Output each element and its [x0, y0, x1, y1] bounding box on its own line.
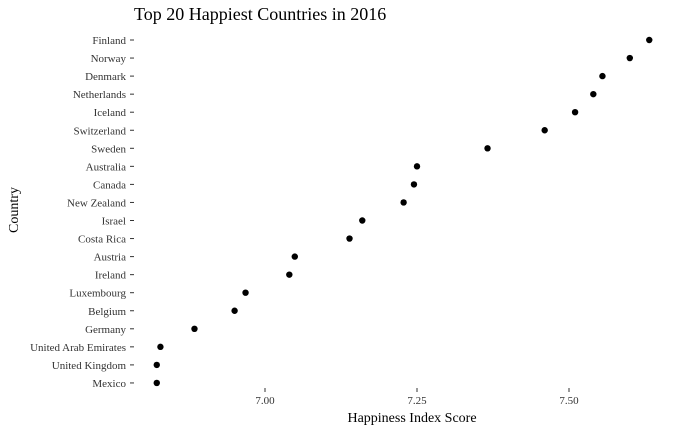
data-point-israel	[359, 217, 366, 224]
data-point-luxembourg	[242, 289, 249, 296]
y-tick-label-united-kingdom: United Kingdom	[52, 360, 127, 372]
y-tick-label-switzerland: Switzerland	[73, 125, 126, 137]
y-tick-label-belgium: Belgium	[88, 306, 126, 318]
data-point-united-kingdom	[153, 361, 160, 369]
data-point-netherlands	[590, 90, 597, 98]
data-point-canada	[410, 181, 418, 188]
data-point-sweden	[484, 145, 491, 152]
data-point-australia	[413, 163, 421, 170]
y-tick-label-israel: Israel	[102, 216, 126, 228]
plot-area	[153, 36, 653, 387]
y-tick-label-australia: Australia	[86, 161, 126, 173]
y-tick-label-mexico: Mexico	[92, 378, 126, 390]
x-tick-label-2: 7.50	[559, 395, 579, 407]
data-point-ireland	[286, 271, 293, 278]
data-point-belgium	[231, 307, 238, 314]
y-tick-label-sweden: Sweden	[91, 143, 126, 155]
x-tick-label-1: 7.25	[407, 395, 427, 407]
y-tick-label-finland: Finland	[92, 35, 126, 47]
y-tick-label-luxembourg: Luxembourg	[69, 288, 126, 300]
y-axis: Finland Norway Denmark Netherlands Iceland Sw…	[30, 35, 134, 390]
y-tick-label-ireland: Ireland	[95, 270, 127, 282]
y-tick-label-costa-rica: Costa Rica	[78, 234, 126, 246]
x-axis: 7.00 7.25 7.50	[255, 388, 579, 407]
data-point-finland	[646, 36, 653, 44]
y-tick-label-new-zealand: New Zealand	[67, 197, 126, 209]
y-tick-label-canada: Canada	[93, 179, 126, 191]
chart-title: Top 20 Happiest Countries in 2016	[134, 4, 386, 24]
x-axis-title: Happiness Index Score	[347, 411, 476, 426]
y-tick-label-united-arab-emirates: United Arab Emirates	[30, 342, 126, 354]
data-point-austria	[291, 253, 298, 260]
data-point-new-zealand	[400, 199, 407, 206]
data-point-denmark	[599, 72, 606, 80]
y-tick-label-germany: Germany	[85, 324, 126, 336]
y-tick-label-iceland: Iceland	[94, 107, 127, 119]
data-point-germany	[191, 325, 198, 332]
data-point-costa-rica	[346, 235, 353, 242]
data-point-iceland	[571, 109, 579, 116]
data-point-mexico	[153, 379, 160, 387]
data-point-switzerland	[541, 127, 548, 134]
y-tick-label-netherlands: Netherlands	[73, 89, 126, 101]
y-tick-label-austria: Austria	[94, 252, 127, 264]
y-axis-title: Country	[7, 187, 22, 233]
y-tick-label-denmark: Denmark	[85, 71, 126, 83]
x-tick-label-0: 7.00	[255, 395, 275, 407]
data-point-norway	[626, 54, 633, 62]
data-point-united-arab-emirates	[157, 343, 164, 351]
y-tick-label-norway: Norway	[91, 53, 127, 65]
